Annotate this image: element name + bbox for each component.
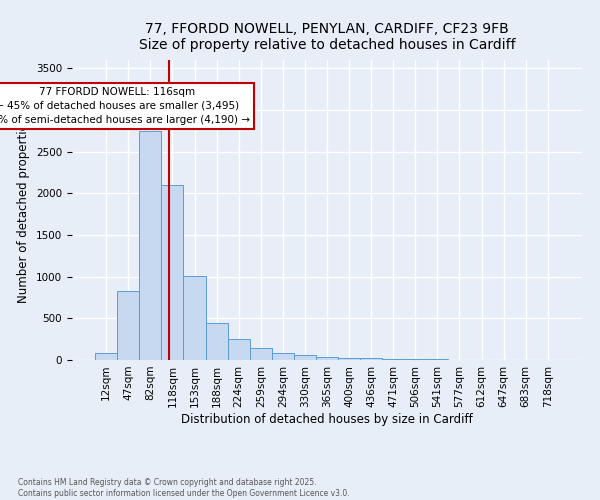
Text: Contains HM Land Registry data © Crown copyright and database right 2025.
Contai: Contains HM Land Registry data © Crown c… [18, 478, 350, 498]
Bar [360, 358, 382, 360]
Bar [227, 339, 250, 360]
Bar [272, 352, 294, 360]
Bar [117, 291, 139, 360]
Bar [404, 359, 427, 360]
Bar [139, 131, 161, 360]
Title: 77, FFORDD NOWELL, PENYLAN, CARDIFF, CF23 9FB
Size of property relative to detac: 77, FFORDD NOWELL, PENYLAN, CARDIFF, CF2… [139, 22, 515, 52]
Bar [161, 185, 184, 360]
Y-axis label: Number of detached properties: Number of detached properties [17, 117, 31, 303]
Bar [95, 354, 117, 360]
Bar [206, 322, 227, 360]
Bar [184, 276, 206, 360]
Bar [250, 348, 272, 360]
Bar [382, 359, 404, 360]
Text: 77 FFORDD NOWELL: 116sqm
← 45% of detached houses are smaller (3,495)
54% of sem: 77 FFORDD NOWELL: 116sqm ← 45% of detach… [0, 86, 250, 124]
Bar [294, 356, 316, 360]
Bar [338, 358, 360, 360]
Bar [316, 357, 338, 360]
X-axis label: Distribution of detached houses by size in Cardiff: Distribution of detached houses by size … [181, 412, 473, 426]
